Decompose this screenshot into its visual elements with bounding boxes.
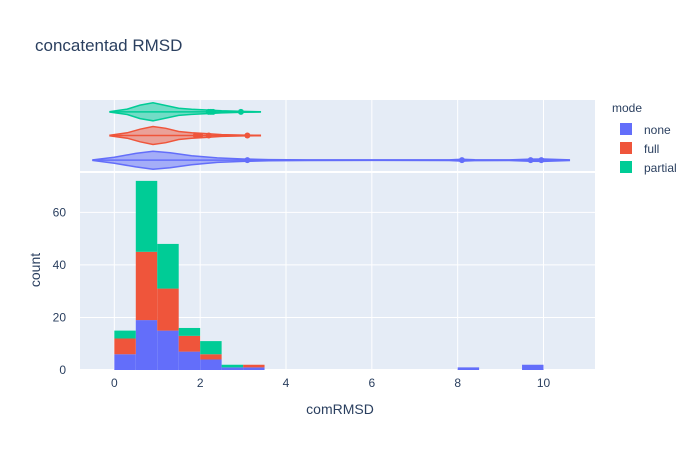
bar-partial — [114, 330, 136, 339]
x-axis-label: comRMSD — [306, 401, 374, 417]
legend-swatch-partial — [620, 161, 632, 173]
y-axis-label: count — [27, 253, 43, 287]
legend-swatch-none — [620, 123, 632, 135]
bar-none — [135, 320, 158, 370]
violin-point-full — [192, 132, 199, 139]
y-tick-label: 20 — [53, 310, 67, 324]
legend-label-full: full — [644, 142, 659, 156]
violin-point-none — [244, 157, 251, 164]
violin-point-none — [458, 157, 465, 164]
violin-point-full — [244, 132, 251, 139]
y-tick-label: 60 — [53, 205, 67, 219]
x-tick-label: 6 — [368, 376, 375, 390]
bar-none — [522, 364, 544, 370]
x-tick-label: 2 — [197, 376, 204, 390]
bar-none — [457, 367, 480, 370]
bar-full — [135, 251, 158, 321]
bar-full — [178, 335, 201, 352]
y-tick-label: 40 — [53, 258, 67, 272]
y-tick-label: 0 — [59, 363, 66, 377]
bar-partial — [221, 364, 244, 368]
bar-full — [157, 288, 179, 331]
x-tick-label: 8 — [454, 376, 461, 390]
legend-swatch-full — [620, 142, 632, 154]
x-tick-label: 0 — [111, 376, 118, 390]
violin-point-full — [197, 132, 204, 139]
bar-full — [243, 364, 265, 368]
bar-partial — [157, 243, 179, 289]
bar-none — [157, 330, 179, 370]
violin-point-none — [527, 157, 534, 164]
x-tick-label: 10 — [537, 376, 551, 390]
bar-full — [114, 338, 136, 355]
violin-point-partial — [237, 108, 244, 115]
bar-none — [200, 359, 222, 370]
violin-point-partial — [210, 108, 217, 115]
violin-point-full — [205, 132, 212, 139]
legend-label-partial: partial — [644, 161, 677, 175]
bar-none — [114, 354, 136, 370]
bar-none — [243, 367, 265, 370]
bar-full — [200, 354, 222, 360]
violin-point-none — [538, 157, 545, 164]
legend-label-none: none — [644, 123, 671, 137]
chart-title: concatentad RMSD — [35, 36, 182, 55]
x-tick-label: 4 — [283, 376, 290, 390]
bar-partial — [200, 341, 222, 355]
bar-partial — [178, 327, 201, 336]
bar-none — [221, 367, 244, 370]
legend-title: mode — [612, 101, 642, 115]
bar-none — [178, 351, 201, 370]
bar-partial — [135, 180, 158, 252]
